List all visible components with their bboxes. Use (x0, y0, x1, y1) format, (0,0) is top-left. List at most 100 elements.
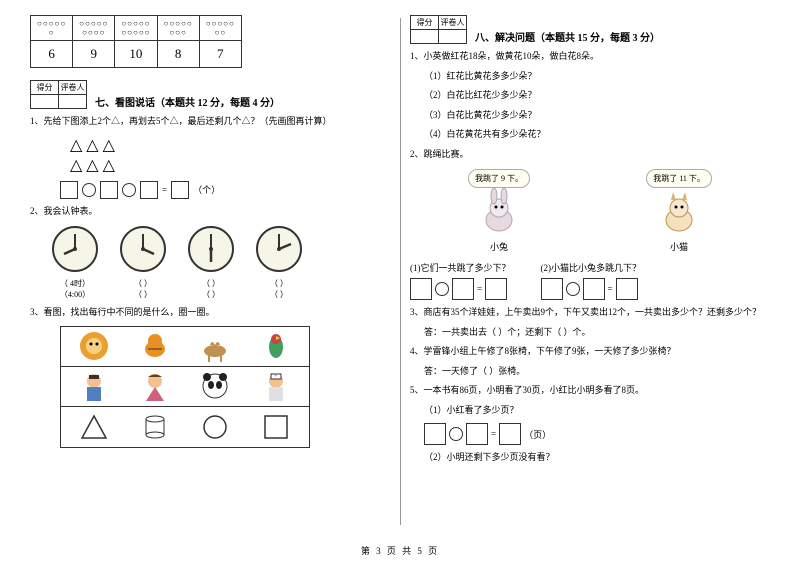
square-shape-icon (261, 412, 291, 442)
ten-frame-table: ○○○○○○ ○○○○○○○○○ ○○○○○○○○○○ ○○○○○○○○ ○○○… (30, 15, 242, 68)
girl-icon (138, 369, 172, 403)
cat-bubble: 我跳了 11 下。 (646, 169, 712, 188)
equation-row: = (541, 278, 642, 300)
unit-label: （个） (193, 183, 220, 196)
column-divider (400, 18, 401, 525)
jump-scene: 我跳了 9 下。 小兔 我跳了 11 下。 小猫 (410, 169, 770, 253)
triangle-shape-icon (79, 412, 109, 442)
box-icon (424, 423, 446, 445)
dots-cell: ○○○○○○ (31, 16, 73, 41)
box-icon (60, 181, 78, 199)
q8-3: 3、商店有35个洋娃娃，上午卖出9个，下午又卖出12个，一共卖出多少个？还剩多少… (410, 306, 770, 320)
score-table: 得分评卷人 (30, 80, 87, 109)
q8-2: 2、跳绳比赛。 (410, 148, 770, 162)
q8-5: 5、一本书有86页，小明看了30页，小红比小明多看了8页。 (410, 384, 770, 398)
box-icon (466, 423, 488, 445)
clocks-row: （ 4时）（4:00） （ ）（ ） （ ）（ ） （ ）（ ） (50, 224, 390, 300)
section8-title: 八、解决问题（本题共 15 分，每题 3 分） (475, 29, 660, 44)
circle-icon (122, 183, 136, 197)
box-icon (485, 278, 507, 300)
section7-title: 七、看图说话（本题共 12 分，每题 4 分） (95, 94, 280, 109)
equals-sign: = (162, 185, 167, 195)
dots-cell: ○○○○○○○○ (157, 16, 199, 41)
lion-icon (77, 329, 111, 363)
score-label: 得分 (31, 81, 59, 95)
clock-icon (254, 224, 304, 274)
clock-label: （ ）（ ） (118, 278, 168, 300)
q7-3: 3、看图，找出每行中不同的是什么，圈一圈。 (30, 306, 390, 320)
dots-cell: ○○○○○○○ (199, 16, 241, 41)
q7-1: 1、先给下图添上2个△，再划去5个△，最后还剩几个△？（先画图再计算） (30, 115, 390, 129)
box-icon (452, 278, 474, 300)
q8-5-1: （1）小红看了多少页？ (424, 404, 770, 418)
triangle-row: △△△ (70, 155, 390, 175)
left-column: ○○○○○○ ○○○○○○○○○ ○○○○○○○○○○ ○○○○○○○○ ○○○… (30, 15, 390, 471)
dots-cell: ○○○○○○○○○○ (115, 16, 157, 41)
q7-2: 2、我会认钟表。 (30, 205, 390, 219)
circle-icon (449, 427, 463, 441)
clock-label: （ ）（ ） (254, 278, 304, 300)
equation-row: = （个） (60, 181, 390, 199)
tiger-icon (138, 329, 172, 363)
q8-4-ans: 答：一天修了（ ）张椅。 (424, 365, 770, 379)
box-icon (583, 278, 605, 300)
camel-icon (198, 329, 232, 363)
equation-row: = （页） (424, 423, 770, 445)
num-cell: 7 (199, 41, 241, 68)
page-footer: 第 3 页 共 5 页 (0, 544, 800, 557)
box-icon (140, 181, 158, 199)
num-cell: 8 (157, 41, 199, 68)
q8-4: 4、学雷锋小组上午修了8张椅，下午修了9张，一天修了多少张椅？ (410, 345, 770, 359)
box-icon (410, 278, 432, 300)
clock-label: （ ）（ ） (186, 278, 236, 300)
q8-1: 1、小英做红花18朵，做黄花10朵，做白花8朵。 (410, 50, 770, 64)
score-table: 得分评卷人 (410, 15, 467, 44)
boy-icon (77, 369, 111, 403)
box-icon (541, 278, 563, 300)
grader-label: 评卷人 (439, 16, 467, 30)
box-icon (171, 181, 189, 199)
circle-shape-icon (200, 412, 230, 442)
right-column: 得分评卷人 八、解决问题（本题共 15 分，每题 3 分） 1、小英做红花18朵… (410, 15, 770, 471)
circle-icon (566, 282, 580, 296)
unit-label: （页） (524, 428, 551, 441)
num-cell: 9 (73, 41, 115, 68)
circle-icon (435, 282, 449, 296)
score-label: 得分 (411, 16, 439, 30)
q8-5-2: （2）小明还剩下多少页没有看？ (424, 451, 770, 465)
rabbit-bubble: 我跳了 9 下。 (468, 169, 530, 188)
picture-grid: + (60, 326, 310, 448)
triangle-row: △△△ (70, 135, 390, 155)
q8-1-3: （3）白花比黄花少多少朵？ (424, 109, 770, 123)
q8-1-1: （1）红花比黄花多多少朵？ (424, 70, 770, 84)
q8-1-4: （4）白花黄花共有多少朵花？ (424, 128, 770, 142)
nurse-icon: + (259, 369, 293, 403)
parrot-icon (259, 329, 293, 363)
clock-icon (118, 224, 168, 274)
cat-icon (655, 188, 703, 236)
q8-2-1: (1)它们一共跳了多少下？ (410, 261, 511, 274)
box-icon (499, 423, 521, 445)
q8-1-2: （2）白花比红花少多少朵？ (424, 89, 770, 103)
box-icon (100, 181, 118, 199)
num-cell: 10 (115, 41, 157, 68)
cylinder-shape-icon (140, 412, 170, 442)
num-cell: 6 (31, 41, 73, 68)
q8-3-ans: 答：一共卖出去（ ）个；还剩下（ ）个。 (424, 326, 770, 340)
equation-row: = (410, 278, 511, 300)
cat-name: 小猫 (646, 240, 712, 253)
equals-sign: = (491, 429, 496, 439)
panda-icon (198, 369, 232, 403)
q8-2-2: (2)小猫比小兔多跳几下？ (541, 261, 642, 274)
clock-icon (186, 224, 236, 274)
dots-cell: ○○○○○○○○○ (73, 16, 115, 41)
box-icon (616, 278, 638, 300)
rabbit-name: 小兔 (468, 240, 530, 253)
equals-sign: = (608, 284, 613, 294)
rabbit-icon (475, 188, 523, 236)
clock-icon (50, 224, 100, 274)
grader-label: 评卷人 (59, 81, 87, 95)
equals-sign: = (477, 284, 482, 294)
clock-label: （ 4时）（4:00） (50, 278, 100, 300)
circle-icon (82, 183, 96, 197)
